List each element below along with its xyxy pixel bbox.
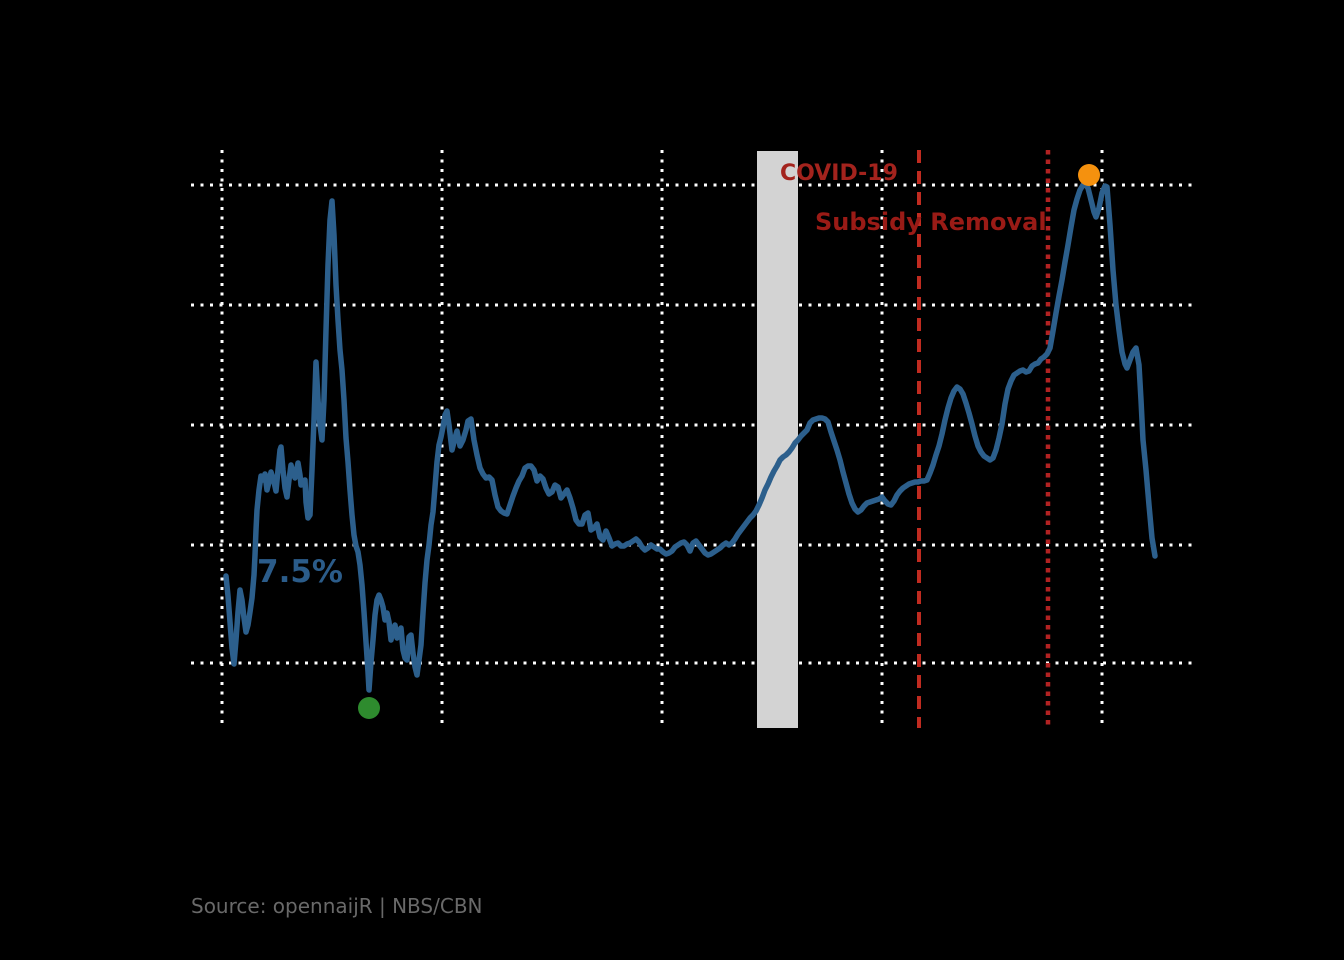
subsidy-removal-label: Subsidy Removal <box>815 208 1047 236</box>
rate-line <box>223 181 1158 693</box>
covid-label: COVID-19 <box>780 161 898 186</box>
horizontal-gridlines <box>191 183 1197 665</box>
vertical-gridlines <box>220 150 1104 728</box>
minimum-point-marker <box>358 697 380 719</box>
rate-annotation: 7.5% <box>257 554 343 590</box>
source-credit: Source: opennaijR | NBS/CBN <box>191 894 483 918</box>
peak-point-marker <box>1078 164 1100 186</box>
covid-period-band <box>757 151 798 728</box>
